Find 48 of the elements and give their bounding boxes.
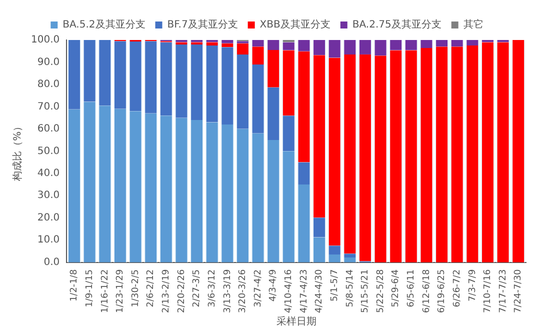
y-tick-label: 50.0: [37, 146, 60, 157]
x-tick-label: 6/12-6/18: [422, 269, 432, 314]
x-tick-label: 1/30-2/5: [130, 269, 141, 308]
x-tick-label: 3/13-3/19: [222, 269, 233, 314]
x-tick-label: 2/27-3/5: [192, 269, 202, 308]
y-tick-label: 0.0: [44, 256, 60, 268]
legend-label: XBB及其亚分支: [260, 18, 330, 31]
y-tick-label: 100.0: [30, 34, 60, 46]
y-tick-label: 80.0: [37, 79, 60, 90]
x-tick-label: 5/1-5/7: [330, 269, 340, 302]
legend-label: BF.7及其亚分支: [167, 18, 238, 31]
x-tick-label: 4/17-4/23: [299, 269, 310, 314]
y-tick-label: 10.0: [37, 234, 60, 246]
y-tick-label: 20.0: [37, 212, 60, 224]
x-tick-label: 4/3-4/9: [268, 269, 279, 302]
x-tick-label: 2/6-2/12: [146, 269, 156, 308]
legend-label: 其它: [463, 18, 484, 31]
x-tick-label: 2/13-2/19: [162, 269, 172, 314]
x-tick-label: 7/24-7/30: [514, 269, 524, 314]
legend-label: BA.5.2及其亚分支: [62, 18, 146, 31]
x-tick-label: 5/15-5/21: [360, 269, 371, 314]
x-tick-label: 5/29-6/4: [391, 269, 402, 308]
x-tick-label: 6/5-6/11: [406, 269, 416, 308]
x-tick-label: 3/27-4/2: [253, 269, 264, 308]
x-tick-label: 4/10-4/16: [284, 269, 294, 314]
x-tick-label: 7/3-7/9: [468, 269, 478, 302]
x-tick-label: 7/10-7/16: [483, 269, 494, 314]
x-tick-label: 5/8-5/14: [345, 269, 356, 308]
y-tick-label: 70.0: [37, 101, 60, 112]
x-tick-label: 3/6-3/12: [207, 269, 218, 308]
x-tick-label: 3/20-3/26: [238, 269, 248, 314]
y-tick-label: 30.0: [37, 190, 60, 202]
x-tick-label: 1/23-1/29: [116, 269, 126, 314]
y-tick-label: 40.0: [37, 168, 60, 179]
x-tick-label: 1/16-1/22: [100, 269, 110, 314]
y-axis-title: 构成比（%）: [12, 121, 24, 182]
x-tick-label: 1/9-1/15: [84, 269, 95, 308]
x-tick-label: 4/24-4/30: [314, 269, 325, 314]
x-tick-label: 1/2-1/8: [70, 269, 80, 302]
legend-label: BA.2.75及其亚分支: [352, 18, 442, 31]
y-tick-label: 60.0: [37, 124, 60, 135]
x-tick-label: 5/22-5/28: [376, 269, 386, 314]
x-tick-label: 6/26-7/2: [452, 269, 462, 308]
y-tick-label: 90.0: [37, 56, 60, 68]
x-tick-label: 2/20-2/26: [176, 269, 187, 314]
x-tick-label: 7/17-7/23: [498, 269, 508, 314]
x-axis-title: 采样日期: [276, 316, 316, 328]
x-tick-label: 6/19-6/25: [437, 269, 448, 314]
